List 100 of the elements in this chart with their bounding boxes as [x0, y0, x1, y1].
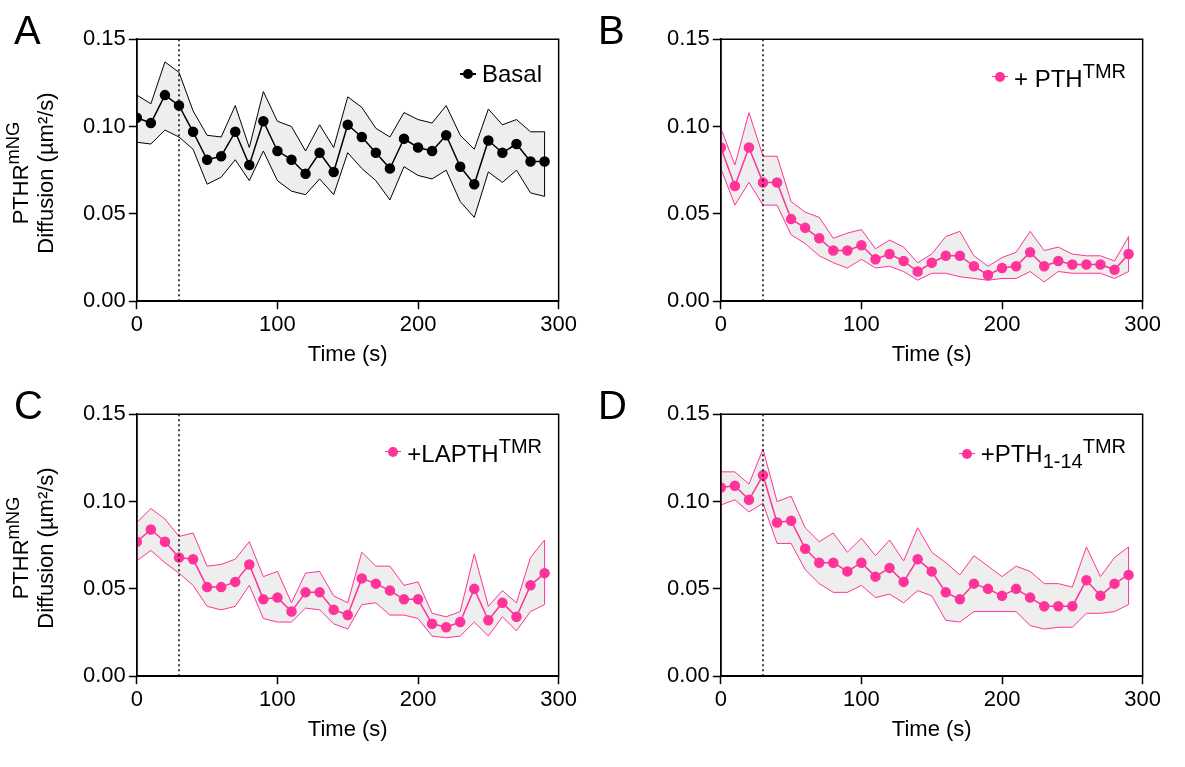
x-tick-label: 0: [130, 686, 143, 712]
point: [356, 131, 368, 143]
point: [1024, 592, 1036, 603]
point: [440, 130, 452, 141]
y-tick-label: 0.15: [82, 25, 126, 51]
y-tick-label: 0.00: [82, 662, 126, 688]
y-tick-label: 0.05: [82, 574, 126, 600]
chart-title: B: [598, 8, 625, 53]
point: [926, 566, 937, 577]
point: [497, 597, 508, 609]
x-tick-label: 300: [1124, 311, 1162, 337]
point: [828, 245, 839, 256]
point: [729, 180, 741, 192]
point: [384, 585, 396, 596]
point: [785, 515, 797, 526]
legend-label: Basal: [481, 60, 542, 88]
point: [272, 145, 283, 157]
point: [454, 616, 466, 628]
point: [145, 524, 157, 535]
point: [145, 117, 157, 129]
point: [940, 250, 952, 262]
point: [370, 147, 382, 158]
x-tick-label: 0: [714, 311, 727, 337]
y-tick-label: 0.10: [82, 112, 126, 138]
x-axis-title: Time (s): [307, 340, 388, 366]
point: [497, 147, 508, 158]
x-tick-label: 300: [540, 686, 578, 712]
point: [743, 494, 755, 506]
point: [785, 213, 797, 225]
x-axis-title: Time (s): [891, 340, 972, 366]
point: [842, 245, 853, 256]
y-tick-label: 0.00: [666, 287, 710, 313]
point: [159, 536, 171, 547]
y-tick-label: 0.00: [82, 287, 126, 313]
point: [328, 166, 339, 178]
point: [940, 587, 952, 598]
x-tick-label: 200: [983, 311, 1021, 337]
point: [258, 594, 269, 605]
x-tick-label: 200: [399, 686, 437, 712]
point: [483, 615, 494, 626]
point: [483, 135, 494, 146]
point: [426, 618, 438, 630]
point: [328, 604, 339, 616]
point: [187, 126, 199, 138]
x-tick-label: 300: [1124, 686, 1162, 712]
point: [1038, 261, 1050, 272]
point: [1038, 601, 1050, 612]
x-tick-label: 100: [843, 311, 880, 337]
point: [426, 145, 438, 157]
x-tick-label: 0: [714, 686, 727, 712]
point: [1053, 255, 1064, 267]
point: [1067, 601, 1078, 612]
point: [898, 255, 909, 267]
point: [469, 178, 480, 190]
point: [511, 611, 522, 623]
point: [1067, 259, 1078, 270]
point: [870, 254, 881, 265]
point: [814, 557, 825, 568]
point: [215, 581, 227, 593]
point: [314, 587, 325, 598]
point: [384, 163, 396, 174]
point: [286, 154, 297, 165]
point: [996, 590, 1008, 602]
point: [982, 269, 994, 281]
point: [300, 168, 311, 179]
point: [926, 257, 937, 269]
point: [968, 261, 980, 272]
point: [314, 147, 325, 158]
point: [814, 233, 825, 244]
point: [244, 559, 255, 570]
point: [771, 177, 783, 188]
point: [1024, 247, 1036, 258]
y-tick-label: 0.00: [666, 662, 710, 688]
legend-label: +LAPTH$^{TMR}$: [407, 435, 542, 468]
point: [230, 576, 241, 588]
point: [469, 583, 480, 595]
point: [884, 248, 895, 260]
point: [342, 119, 353, 131]
point: [244, 159, 255, 171]
y-tick-label: 0.10: [82, 487, 126, 513]
point: [799, 222, 811, 234]
point: [771, 517, 783, 528]
point: [1095, 590, 1106, 602]
point: [412, 142, 424, 153]
y-tick-label: 0.15: [82, 400, 126, 426]
point: [1123, 569, 1134, 581]
x-axis-title: Time (s): [891, 715, 972, 741]
point: [454, 161, 466, 172]
point: [912, 553, 923, 565]
point: [1123, 248, 1134, 260]
point: [187, 553, 199, 565]
y-axis-title: PTHR$^{mNG}$ Diffusion (µm²/s): [1, 467, 60, 629]
y-tick-label: 0.10: [666, 487, 710, 513]
point: [982, 583, 994, 595]
y-axis-title: PTHR$^{mNG}$ Diffusion (µm²/s): [1, 92, 60, 254]
point: [954, 250, 966, 262]
point: [230, 126, 241, 138]
point: [525, 156, 536, 167]
point: [856, 557, 867, 568]
legend-label: + PTH$^{TMR}$: [1013, 60, 1126, 93]
